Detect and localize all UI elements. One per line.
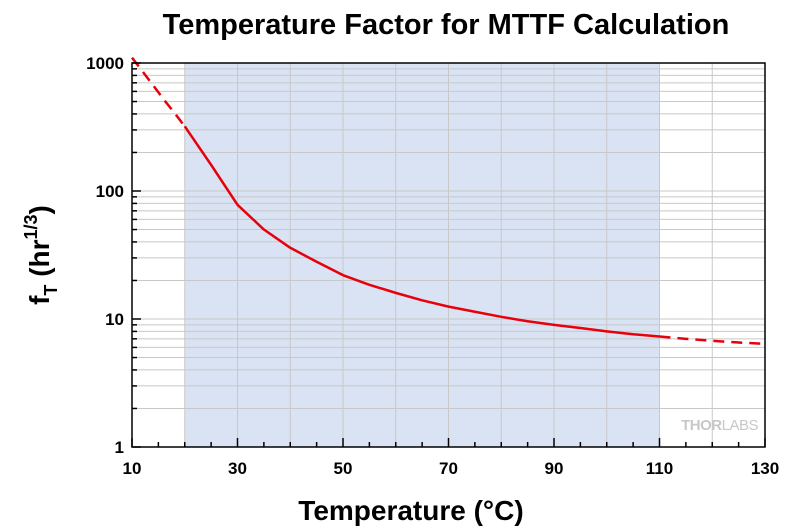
x-axis-ticks: 10 30 50 70 90 110 130 <box>123 438 779 478</box>
y-tick-label: 1 <box>115 438 124 457</box>
x-tick-label: 70 <box>439 459 458 478</box>
series-group <box>131 56 766 346</box>
x-tick-label: 130 <box>751 459 779 478</box>
y-tick-label: 10 <box>105 310 124 329</box>
watermark-suffix: LABS <box>722 417 759 434</box>
y-tick-label: 1000 <box>86 54 124 73</box>
x-tick-label: 10 <box>123 459 142 478</box>
y-axis-label-superscript: 1/3 <box>21 214 41 239</box>
grid-lines <box>132 63 765 447</box>
thorlabs-watermark: THORLABS <box>681 417 758 434</box>
x-tick-label: 110 <box>646 459 673 478</box>
chart-title: Temperature Factor for MTTF Calculation <box>163 9 730 41</box>
y-axis-ticks: 1 10 100 1000 <box>86 54 141 457</box>
x-tick-label: 30 <box>228 459 247 478</box>
series-line-solid <box>183 125 660 338</box>
svg-text:fT (hr1/3): fT (hr1/3) <box>21 205 61 305</box>
y-tick-label: 100 <box>96 182 124 201</box>
y-axis-label-unit-close: ) <box>24 205 55 214</box>
y-axis-label-main: f <box>24 295 55 305</box>
y-axis-label-subscript: T <box>41 285 61 296</box>
watermark-prefix: THOR <box>681 417 722 434</box>
y-axis-label: fT (hr1/3) <box>21 205 61 305</box>
y-axis-label-unit-open: (hr <box>24 239 55 284</box>
x-tick-label: 90 <box>545 459 564 478</box>
operating-range-shade <box>184 63 660 447</box>
series-line-dashed <box>131 56 186 128</box>
x-axis-label: Temperature (°C) <box>298 495 523 526</box>
x-tick-label: 50 <box>334 459 353 478</box>
